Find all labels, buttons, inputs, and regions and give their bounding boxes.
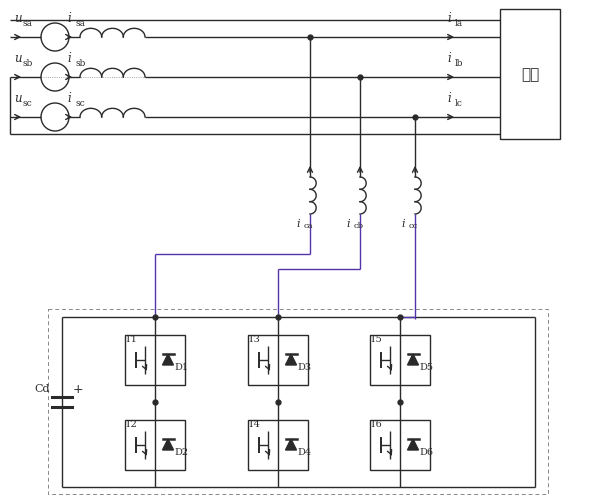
- Text: lc: lc: [455, 99, 463, 108]
- Text: T6: T6: [370, 420, 383, 429]
- Bar: [248, 335, 308, 385]
- Polygon shape: [285, 354, 296, 365]
- Bar: [248, 420, 308, 469]
- Text: sa: sa: [75, 19, 85, 28]
- Polygon shape: [162, 439, 174, 450]
- Bar: [48, 310, 548, 494]
- Bar: [370, 335, 430, 385]
- Text: D2: D2: [174, 447, 188, 456]
- Text: sb: sb: [22, 59, 32, 68]
- Text: T3: T3: [248, 335, 261, 344]
- Bar: [125, 335, 185, 385]
- Bar: [125, 420, 185, 469]
- Text: i: i: [447, 52, 451, 65]
- Text: D1: D1: [174, 363, 188, 372]
- Text: u: u: [14, 92, 22, 105]
- Text: i: i: [67, 52, 71, 65]
- Text: u: u: [14, 52, 22, 65]
- Text: T2: T2: [125, 420, 138, 429]
- Text: T1: T1: [125, 335, 138, 344]
- Text: i: i: [296, 218, 299, 228]
- Text: i: i: [67, 12, 71, 25]
- Text: i: i: [346, 218, 350, 228]
- Text: i: i: [401, 218, 404, 228]
- Text: T5: T5: [370, 335, 383, 344]
- Text: D5: D5: [419, 363, 433, 372]
- Bar: [370, 420, 430, 469]
- Text: i: i: [67, 92, 71, 105]
- Text: u: u: [14, 12, 22, 25]
- Text: sb: sb: [75, 59, 85, 68]
- Text: D4: D4: [297, 447, 311, 456]
- Text: 负载: 负载: [521, 67, 539, 82]
- Text: i: i: [447, 12, 451, 25]
- Text: cc: cc: [409, 221, 418, 229]
- Text: sc: sc: [22, 99, 32, 108]
- Text: D6: D6: [419, 447, 433, 456]
- Text: Cd: Cd: [34, 383, 50, 393]
- Polygon shape: [285, 439, 296, 450]
- Text: sc: sc: [75, 99, 85, 108]
- Text: cb: cb: [354, 221, 364, 229]
- Polygon shape: [407, 439, 418, 450]
- Polygon shape: [162, 354, 174, 365]
- Text: T4: T4: [248, 420, 261, 429]
- Text: D3: D3: [297, 363, 311, 372]
- Text: la: la: [455, 19, 463, 28]
- Text: ca: ca: [304, 221, 314, 229]
- Text: sa: sa: [22, 19, 32, 28]
- Polygon shape: [407, 354, 418, 365]
- Text: i: i: [447, 92, 451, 105]
- Text: +: +: [73, 382, 84, 395]
- Bar: [500, 10, 560, 140]
- Text: lb: lb: [455, 59, 463, 68]
